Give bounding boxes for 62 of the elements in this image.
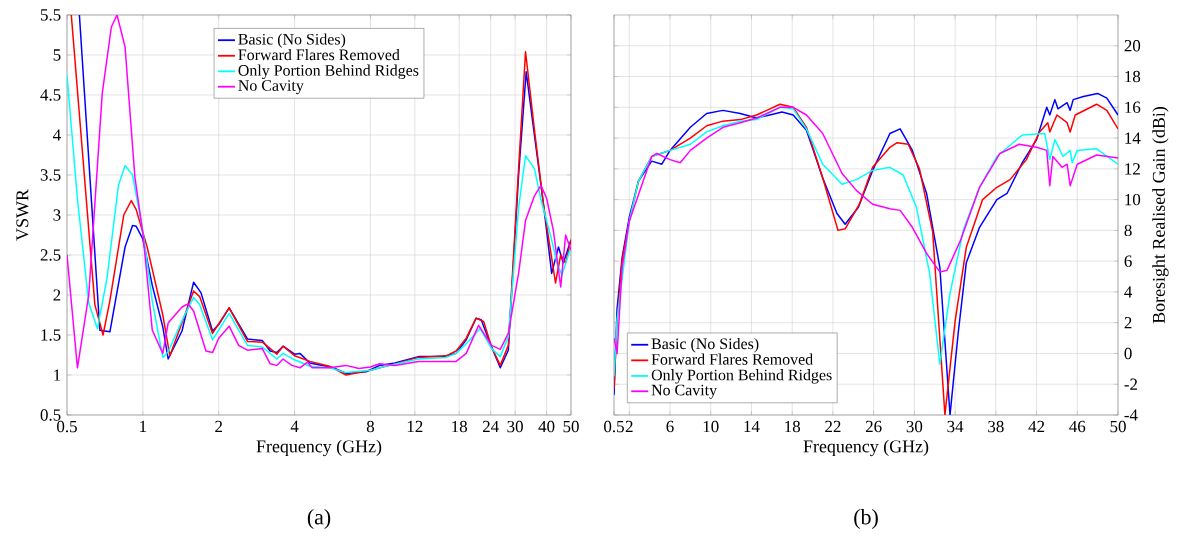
x-tick-label: 2 [625, 420, 633, 433]
y-tick-label: -4 [1124, 409, 1138, 421]
legend-label: Forward Flares Removed [238, 48, 400, 61]
x-tick-label: 40 [538, 420, 555, 433]
text: (b) [854, 509, 878, 529]
x-tick-label: 38 [988, 420, 1004, 433]
x-axis-title: Frequency (GHz) [256, 439, 382, 457]
y-tick-label: 0.5 [40, 409, 61, 421]
x-tick-label: 6 [666, 420, 674, 433]
y-tick-label: 12 [1125, 163, 1140, 175]
y-tick-label: 2.5 [40, 249, 61, 261]
y-tick-label: -2 [1124, 378, 1138, 390]
x-tick-label: 18 [785, 420, 801, 433]
x-tick-label: 2 [215, 420, 223, 433]
x-tick-label: 12 [407, 420, 423, 433]
x-tick-label: 50 [1110, 420, 1126, 433]
x-tick-label: 24 [482, 420, 499, 433]
y-tick-label: 14 [1125, 132, 1141, 144]
x-tick-label: 4 [290, 420, 299, 432]
x-tick-label: 22 [825, 420, 841, 433]
legend-label: Basic (No Sides) [651, 337, 759, 353]
x-tick-label: 26 [865, 420, 882, 433]
y-tick-label: 4.5 [40, 89, 61, 101]
legend-label: No Cavity [238, 80, 304, 95]
y-tick-label: 3.5 [40, 169, 61, 181]
legend-label: Basic (No Sides) [238, 33, 346, 48]
y-tick-label: 3 [53, 209, 61, 221]
y-axis-title: VSWR [16, 189, 29, 241]
y-axis-title: Boresight Realised Gain (dBi) [1152, 106, 1169, 324]
y-tick-label: 18 [1125, 70, 1141, 83]
y-tick-label: 1.5 [41, 329, 61, 341]
x-tick-label: 18 [452, 420, 468, 433]
x-tick-label: 8 [366, 420, 375, 433]
y-tick-label: 20 [1124, 40, 1141, 52]
y-tick-label: 5 [53, 49, 61, 61]
x-axis-title: Frequency (GHz) [803, 439, 929, 457]
y-tick-label: 0 [1124, 347, 1132, 360]
y-tick-label: 4 [1124, 286, 1133, 298]
x-tick-label: 50 [563, 420, 579, 433]
text: (a) [307, 509, 331, 529]
y-tick-label: 2 [1124, 317, 1132, 329]
y-tick-label: 6 [1124, 255, 1132, 267]
x-tick-label: 46 [1069, 420, 1086, 433]
x-tick-label: 30 [906, 420, 923, 433]
x-tick-label: 0.5 [604, 420, 624, 433]
x-tick-label: 34 [947, 420, 964, 433]
legend-label: Forward Flares Removed [651, 353, 813, 365]
x-tick-label: 42 [1028, 420, 1045, 433]
y-tick-label: 1 [54, 369, 61, 381]
legend-label: Only Portion Behind Ridges [238, 64, 419, 80]
legend-label: Only Portion Behind Ridges [651, 369, 832, 384]
y-tick-label: 8 [1124, 224, 1132, 237]
x-tick-label: 10 [703, 420, 719, 433]
y-tick-label: 10 [1125, 193, 1141, 206]
x-tick-label: 1 [140, 420, 147, 433]
x-tick-label: 30 [507, 420, 523, 433]
y-tick-label: 16 [1125, 101, 1141, 113]
y-tick-label: 2 [53, 289, 61, 301]
legend-label: No Cavity [651, 384, 718, 399]
y-tick-label: 5.5 [40, 9, 61, 21]
y-tick-label: 4 [53, 129, 61, 141]
x-tick-label: 14 [744, 420, 760, 433]
